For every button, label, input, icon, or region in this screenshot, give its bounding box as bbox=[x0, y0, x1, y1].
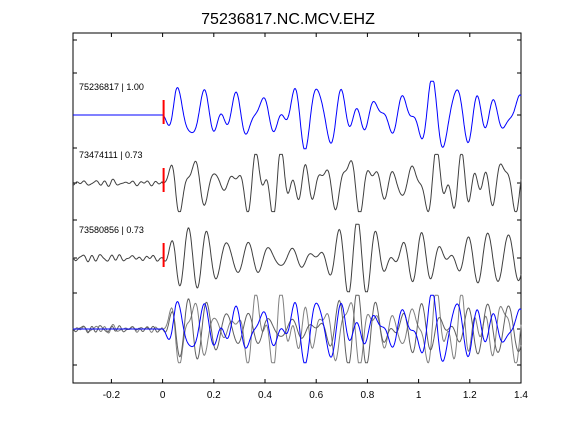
trace-73580856: 73580856 | 0.73 bbox=[72, 223, 522, 293]
x-tick-label: 1.2 bbox=[463, 390, 477, 401]
trace-label-75236817: 75236817 | 1.00 bbox=[79, 82, 144, 92]
x-tick-label: 0.6 bbox=[309, 390, 323, 401]
x-tick-label: 0.2 bbox=[207, 390, 221, 401]
x-tick-label: -0.2 bbox=[103, 390, 121, 401]
x-tick-label: 0 bbox=[160, 390, 166, 401]
stack-trace-73474111 bbox=[72, 294, 522, 364]
trace-label-73580856: 73580856 | 0.73 bbox=[79, 225, 144, 235]
trace-line-73474111 bbox=[72, 153, 522, 213]
stack-overlay bbox=[72, 294, 522, 364]
x-tick-label: 1.4 bbox=[514, 390, 528, 401]
plot-frame bbox=[72, 32, 522, 384]
x-tick-label: 1 bbox=[416, 390, 422, 401]
x-tick-label: 0.8 bbox=[360, 390, 374, 401]
trace-label-73474111: 73474111 | 0.73 bbox=[79, 150, 143, 160]
stack-trace-75236817 bbox=[73, 294, 522, 364]
x-tick-label: 0.4 bbox=[258, 390, 272, 401]
x-axis: -0.2 0 0.2 0.4 0.6 0.8 1 1.2 1.4 bbox=[103, 33, 528, 401]
chart-title: 75236817.NC.MCV.EHZ bbox=[201, 11, 375, 28]
trace-75236817: 75236817 | 1.00 bbox=[73, 80, 522, 150]
trace-line-73580856 bbox=[72, 223, 522, 293]
trace-line-75236817 bbox=[73, 80, 522, 150]
trace-73474111: 73474111 | 0.73 bbox=[72, 150, 522, 213]
traces: 75236817 | 1.00 73474111 | 0.73 73580856 |… bbox=[72, 80, 522, 364]
stack-trace-73580856 bbox=[72, 294, 522, 364]
